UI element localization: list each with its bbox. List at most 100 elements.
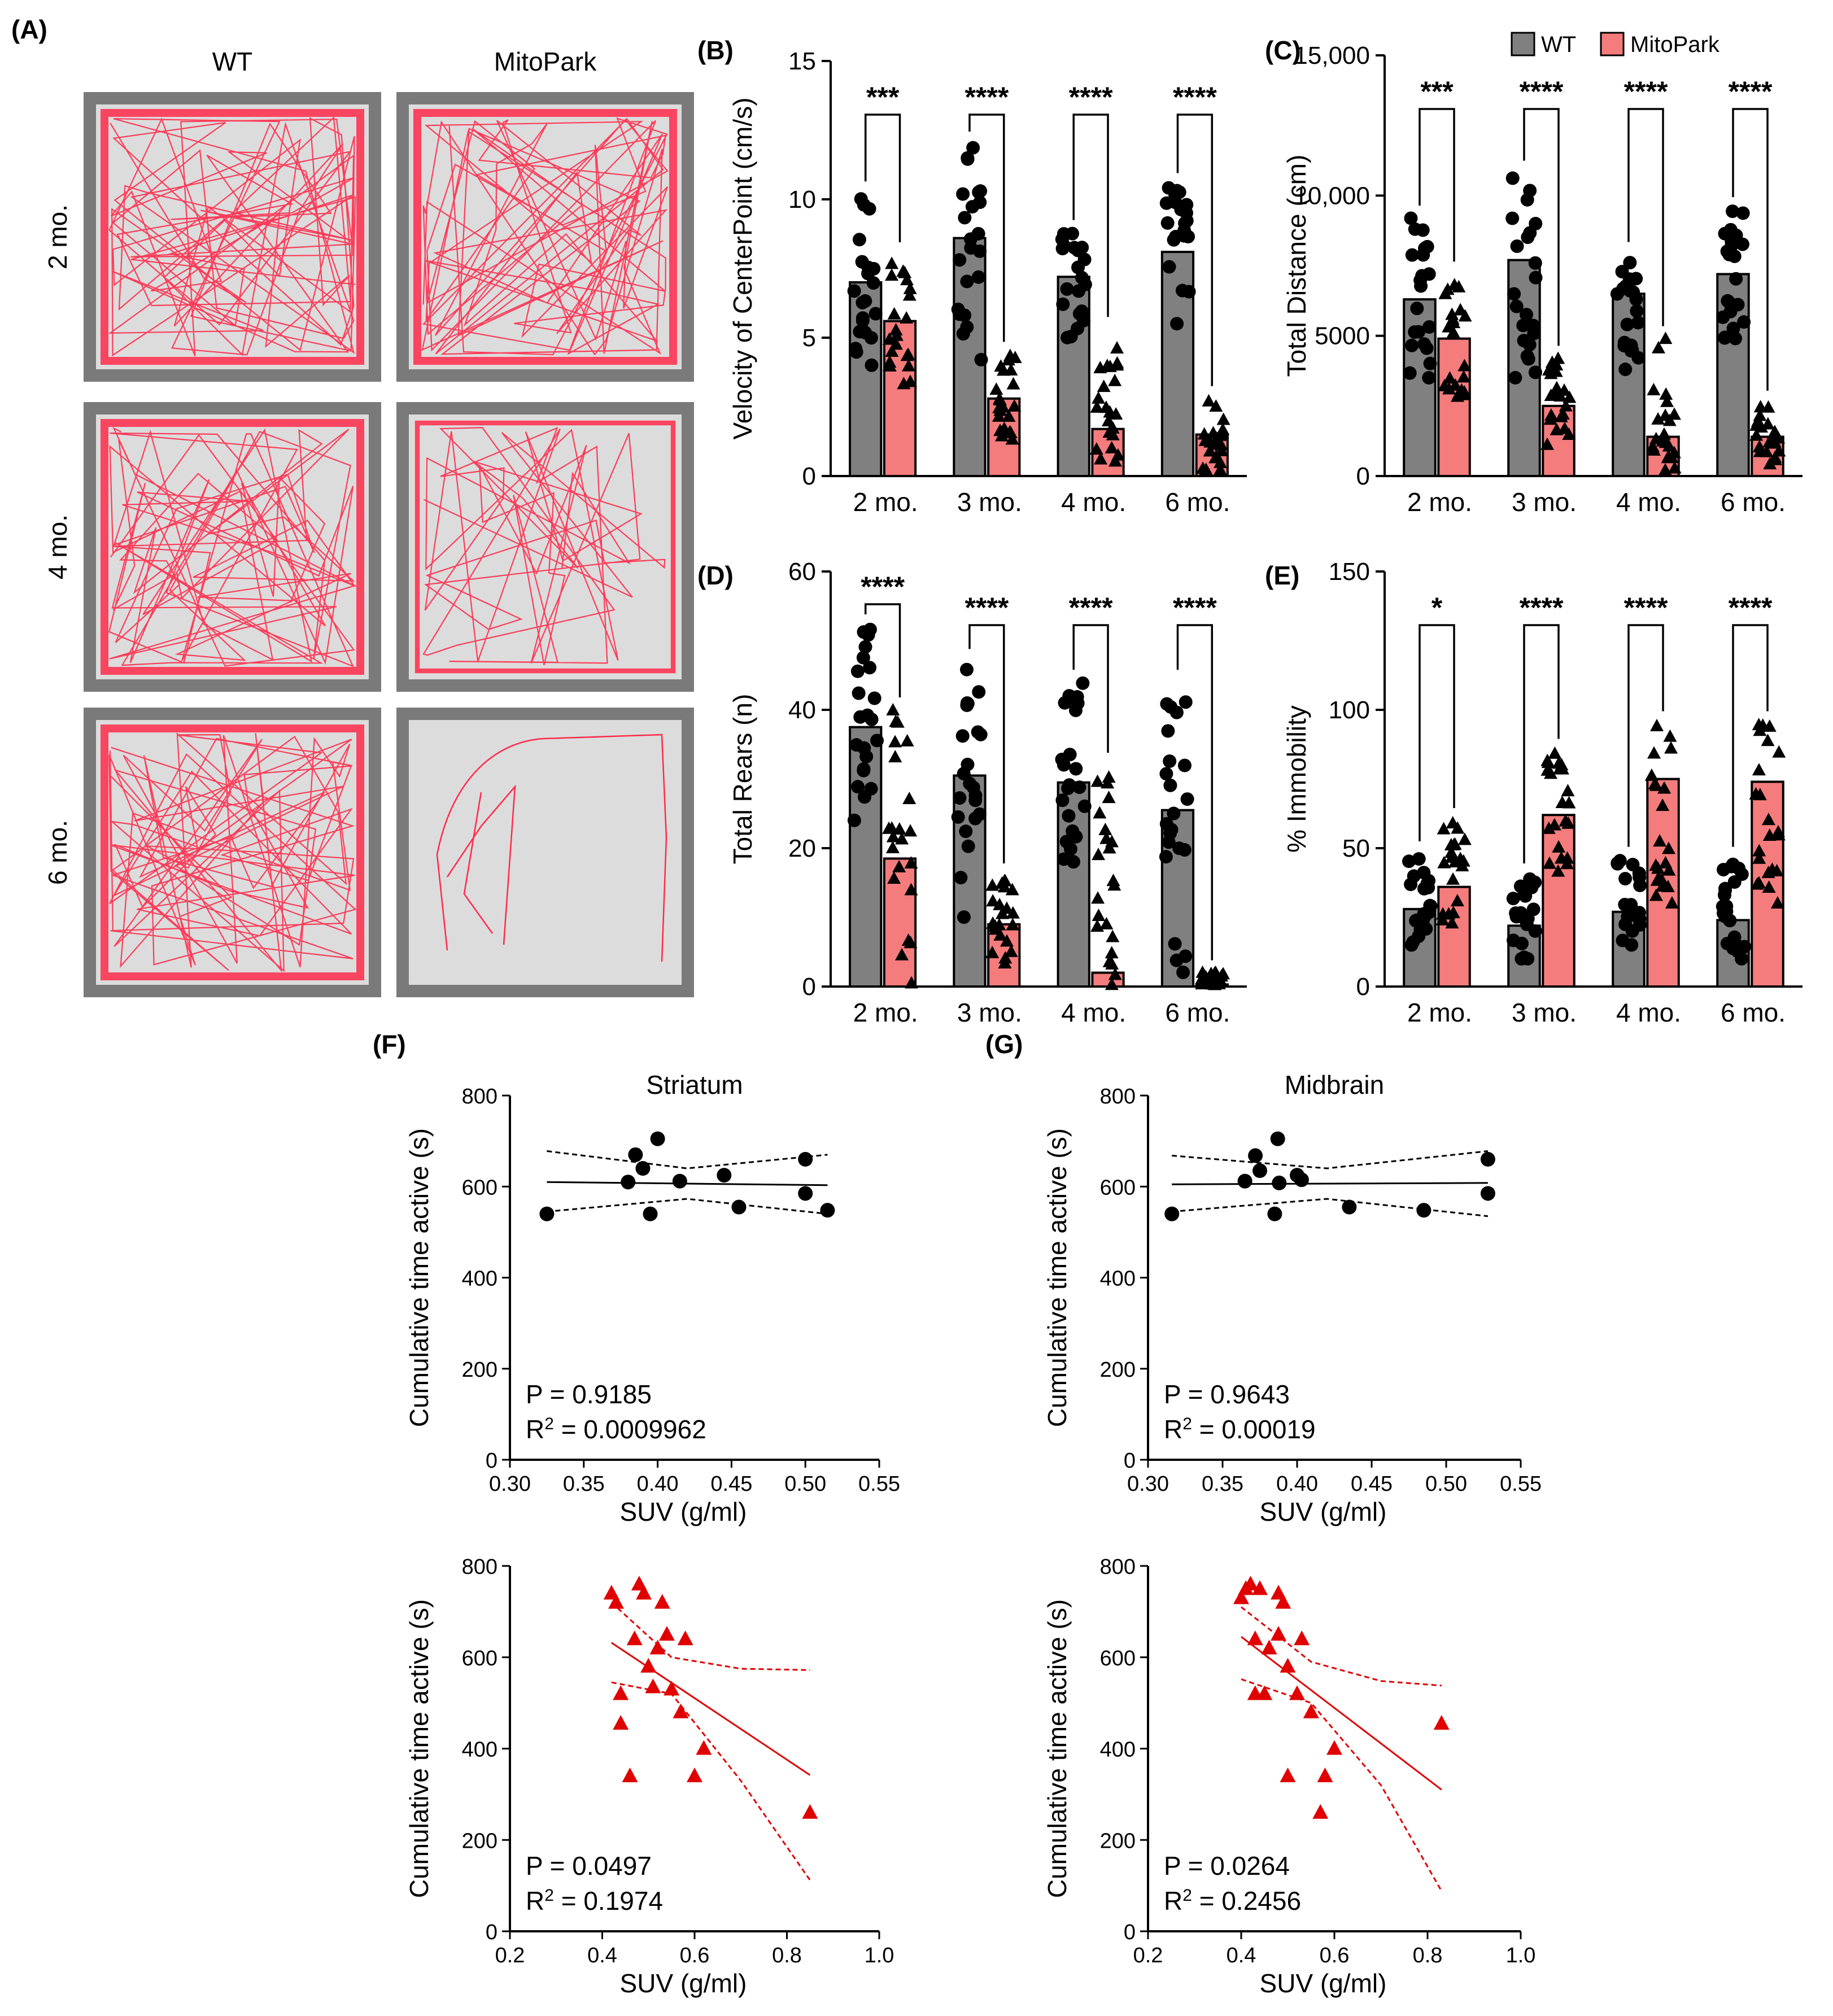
data-point [608, 1594, 625, 1609]
data-point-mitopark [1542, 856, 1556, 869]
data-point-mitopark [993, 897, 1007, 910]
x-tick-label: 4 mo. [1061, 487, 1126, 517]
x-tick-label: 0.8 [772, 1944, 802, 1967]
data-point-mitopark [1199, 462, 1213, 475]
data-point-wt [1057, 238, 1071, 252]
data-point-mitopark [902, 288, 917, 301]
confidence-band-lower [1241, 1678, 1443, 1892]
data-point-wt [1505, 171, 1520, 185]
data-point-wt [865, 358, 879, 372]
panel-label-E: (E) [1265, 561, 1299, 590]
data-point-mitopark [1216, 422, 1230, 435]
data-point [1480, 1151, 1495, 1167]
arena-floor [96, 104, 369, 369]
data-point-mitopark [1762, 880, 1776, 893]
data-point [640, 1657, 657, 1673]
data-point-mitopark [1660, 394, 1674, 407]
p-value: P = 0.0264 [1164, 1851, 1290, 1880]
data-point-wt [1062, 809, 1076, 823]
y-tick-label: 100 [1329, 696, 1370, 724]
legend-swatch-wt [1511, 32, 1535, 56]
y-tick-label: 20 [788, 835, 816, 862]
panel-label-C: (C) [1265, 36, 1301, 65]
data-point-wt [1732, 940, 1746, 954]
data-point-wt [1410, 302, 1424, 316]
data-point-mitopark [1753, 400, 1767, 413]
data-point-wt [1516, 318, 1530, 333]
data-point-wt [1625, 924, 1639, 938]
data-point-wt [863, 622, 877, 636]
data-point-wt [1518, 889, 1533, 903]
data-point [621, 1175, 636, 1190]
data-point-wt [1423, 356, 1437, 370]
data-point [626, 1630, 643, 1646]
y-tick-label: 200 [462, 1358, 497, 1382]
significance-bracket [1419, 624, 1455, 841]
data-point-wt [1075, 241, 1089, 255]
data-point-wt [953, 791, 967, 805]
data-point-wt [1168, 937, 1182, 951]
data-point-mitopark [1553, 762, 1567, 775]
data-point [1312, 1804, 1329, 1819]
panel-label-D: (D) [697, 561, 734, 590]
data-point-wt [1177, 758, 1192, 773]
data-point-mitopark [1099, 831, 1114, 844]
y-tick-label: 15 [788, 47, 816, 75]
data-point-mitopark [1560, 851, 1574, 864]
data-point-mitopark [1101, 776, 1115, 789]
data-point-mitopark [1097, 379, 1111, 392]
y-tick-label: 0 [802, 973, 816, 1001]
x-tick-label: 2 mo. [853, 998, 918, 1027]
data-point-wt [1626, 285, 1640, 299]
data-point-mitopark [1094, 452, 1108, 465]
data-point-mitopark [1751, 414, 1765, 427]
data-point-mitopark [902, 359, 916, 372]
data-point-mitopark [1099, 917, 1114, 930]
data-point-mitopark [1209, 399, 1223, 412]
data-point-mitopark [1772, 745, 1786, 758]
data-point-wt [1729, 272, 1743, 286]
x-tick-label: 1.0 [1506, 1944, 1536, 1967]
data-point-wt [953, 253, 967, 267]
data-point-mitopark [1647, 746, 1661, 759]
data-point-mitopark [1662, 439, 1676, 452]
data-point-wt [1060, 282, 1074, 296]
y-tick-label: 600 [1100, 1176, 1136, 1199]
data-point-wt [1159, 767, 1173, 781]
data-point-mitopark [1441, 282, 1455, 295]
data-point-mitopark [1105, 946, 1119, 959]
data-point-wt [1633, 878, 1647, 892]
data-point-wt [1160, 697, 1174, 711]
data-point-mitopark [1446, 872, 1460, 885]
data-point-mitopark [1206, 426, 1220, 439]
data-point-mitopark [883, 355, 897, 368]
data-point-wt [1720, 245, 1734, 259]
data-point-wt [954, 871, 968, 885]
data-point-mitopark [1761, 734, 1775, 747]
data-point-mitopark [902, 791, 917, 804]
arena-1-1 [396, 402, 694, 692]
data-point-wt [1723, 222, 1738, 237]
y-tick-label: 60 [788, 558, 816, 586]
data-point-wt [1515, 936, 1529, 950]
data-point [677, 1630, 693, 1646]
data-point-mitopark [1749, 428, 1764, 441]
x-tick-label: 0.50 [1425, 1472, 1467, 1496]
x-axis-label: SUV (g/ml) [1260, 1969, 1387, 1998]
data-point-mitopark [1665, 896, 1679, 909]
data-point-mitopark [1662, 841, 1676, 854]
data-point-wt [866, 276, 880, 290]
data-point-wt [959, 824, 973, 839]
data-point [717, 1168, 732, 1183]
data-point-mitopark [885, 256, 899, 269]
data-point-wt [1077, 799, 1092, 813]
data-point-wt [1055, 793, 1070, 808]
data-point-wt [1179, 695, 1193, 709]
data-point-wt [1509, 299, 1524, 313]
data-point-mitopark [885, 821, 899, 834]
data-point-mitopark [1007, 399, 1022, 412]
data-point-mitopark [1649, 888, 1663, 901]
chart-E: (E) 0 50 100 150 % Immobility 2 mo. * 3 mo. **** 4… [1265, 558, 1803, 1027]
data-point-mitopark [1006, 918, 1020, 931]
data-point-mitopark [1550, 357, 1564, 370]
